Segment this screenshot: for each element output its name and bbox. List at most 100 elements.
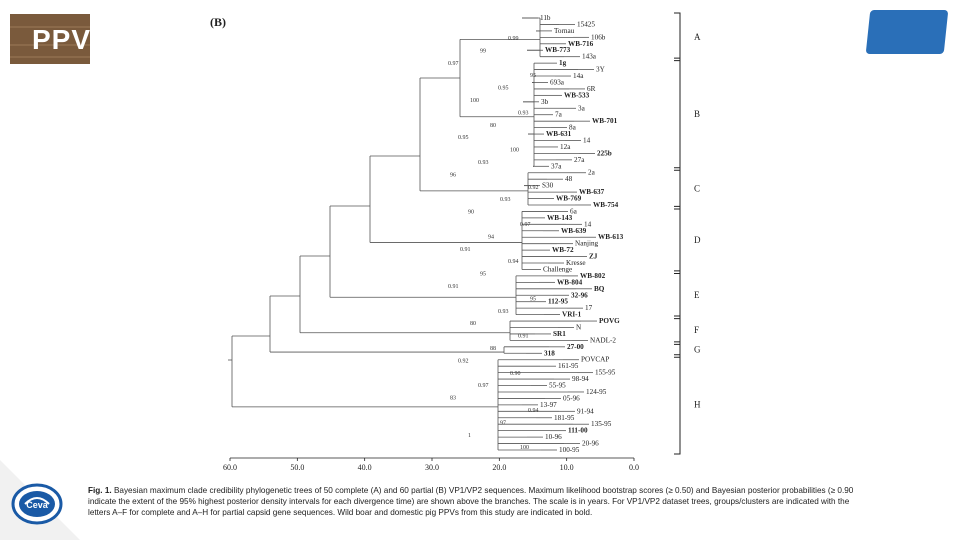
tip-label: POVCAP bbox=[581, 356, 609, 364]
slide-title: PPV bbox=[32, 24, 92, 55]
support-value: 0.95 bbox=[498, 86, 509, 92]
axis-tick-label: 60.0 bbox=[223, 463, 237, 472]
tip-label: 181-95 bbox=[554, 414, 575, 422]
axis-tick-label: 0.0 bbox=[629, 463, 639, 472]
caption-text: Bayesian maximum clade credibility phylo… bbox=[88, 486, 854, 518]
support-value: 94 bbox=[488, 234, 494, 240]
caption-label: Fig. 1. bbox=[88, 486, 112, 495]
tip-label: 91-94 bbox=[577, 407, 594, 415]
tip-label: WB-143 bbox=[547, 214, 573, 222]
tip-label: 6R bbox=[587, 85, 596, 93]
tip-label: 8a bbox=[569, 124, 577, 132]
tip-label: 32-96 bbox=[571, 291, 588, 299]
tip-label: 11b bbox=[540, 14, 551, 22]
tip-label: 693a bbox=[550, 78, 565, 86]
support-value: 95 bbox=[480, 272, 486, 278]
axis-tick-label: 10.0 bbox=[560, 463, 574, 472]
support-value: 0.94 bbox=[508, 259, 519, 265]
tip-label: 318 bbox=[544, 349, 555, 357]
tip-label: 15425 bbox=[577, 20, 595, 28]
figure-label: (B) bbox=[210, 15, 226, 29]
clade-letter: H bbox=[694, 399, 701, 409]
tip-label: BQ bbox=[594, 285, 605, 293]
tip-label: 12a bbox=[560, 143, 571, 151]
blue-decoration bbox=[865, 10, 949, 54]
tip-label: WB-631 bbox=[546, 130, 572, 138]
tip-label: 10-96 bbox=[545, 433, 562, 441]
clade-letter: C bbox=[694, 183, 700, 193]
support-value: 0.92 bbox=[528, 185, 539, 191]
tip-label: 20-96 bbox=[582, 440, 599, 448]
tip-label: 3Y bbox=[596, 66, 606, 74]
clade-bracket bbox=[674, 12, 681, 62]
support-value: 0.90 bbox=[510, 371, 521, 377]
tip-label: 100-95 bbox=[559, 446, 580, 454]
svg-text:Ceva: Ceva bbox=[26, 500, 49, 510]
tip-label: WB-533 bbox=[564, 91, 590, 99]
support-value: 0.92 bbox=[458, 358, 469, 364]
tip-label: WB-716 bbox=[568, 40, 594, 48]
clade-bracket bbox=[674, 167, 681, 210]
support-value: 100 bbox=[470, 98, 479, 104]
clade-bracket bbox=[674, 315, 681, 345]
support-value: 0.91 bbox=[518, 334, 529, 340]
tip-label: 161-95 bbox=[558, 362, 579, 370]
tip-label: 225b bbox=[597, 149, 612, 157]
tip-label: 13-97 bbox=[540, 401, 557, 409]
tip-label: 143a bbox=[582, 53, 597, 61]
clade-bracket bbox=[674, 354, 681, 455]
figure-caption: Fig. 1. Bayesian maximum clade credibili… bbox=[88, 485, 868, 519]
support-value: 0.93 bbox=[498, 309, 509, 315]
tip-label: S30 bbox=[542, 182, 554, 190]
tip-label: 112-95 bbox=[548, 298, 568, 306]
tip-label: WB-754 bbox=[593, 201, 619, 209]
tip-label: VRI-1 bbox=[562, 311, 582, 319]
tip-label: WB-769 bbox=[556, 195, 582, 203]
tip-label: WB-804 bbox=[557, 278, 583, 286]
title-box: PPV bbox=[10, 14, 90, 64]
tip-label: WB-701 bbox=[592, 117, 618, 125]
tip-label: 37a bbox=[551, 162, 562, 170]
tip-label: 7a bbox=[555, 111, 563, 119]
clade-letter: D bbox=[694, 235, 701, 245]
clade-letter: F bbox=[694, 325, 699, 335]
support-value: 83 bbox=[450, 396, 456, 402]
axis-tick-label: 30.0 bbox=[425, 463, 439, 472]
support-value: 99 bbox=[480, 48, 486, 54]
support-value: 0.91 bbox=[460, 247, 471, 253]
clade-bracket bbox=[674, 205, 681, 274]
tip-label: 3b bbox=[541, 98, 549, 106]
support-value: 0.97 bbox=[448, 61, 459, 67]
tip-label: SR1 bbox=[553, 330, 566, 338]
tip-label: 27a bbox=[574, 156, 585, 164]
support-value: 80 bbox=[490, 123, 496, 129]
tip-label: 98-94 bbox=[572, 375, 589, 383]
tip-label: WB-773 bbox=[545, 46, 571, 54]
tip-label: 05-96 bbox=[563, 394, 580, 402]
support-value: 0.93 bbox=[500, 197, 511, 203]
axis-tick-label: 20.0 bbox=[492, 463, 506, 472]
support-value: 95 bbox=[530, 73, 536, 79]
tip-label: WB-639 bbox=[561, 227, 587, 235]
tip-label: N bbox=[576, 323, 582, 331]
tip-label: 17 bbox=[585, 304, 593, 312]
tip-label: WB-72 bbox=[552, 246, 574, 254]
tip-label: 14a bbox=[573, 72, 584, 80]
tip-label: 14 bbox=[583, 137, 591, 145]
tip-label: Kresse bbox=[566, 259, 586, 267]
clade-letter: B bbox=[694, 109, 700, 119]
support-value: 90 bbox=[468, 210, 474, 216]
tip-label: 14 bbox=[584, 220, 592, 228]
tip-label: 3a bbox=[578, 104, 586, 112]
clade-bracket bbox=[674, 57, 681, 171]
support-value: 0.94 bbox=[528, 408, 539, 414]
support-value: 80 bbox=[470, 321, 476, 327]
support-value: 0.91 bbox=[448, 284, 459, 290]
tip-label: ZJ bbox=[589, 253, 598, 261]
tip-label: POVG bbox=[599, 317, 620, 325]
tip-label: WB-613 bbox=[598, 233, 624, 241]
support-value: 96 bbox=[450, 172, 456, 178]
support-value: 100 bbox=[510, 148, 519, 154]
tip-label: 106b bbox=[591, 33, 606, 41]
